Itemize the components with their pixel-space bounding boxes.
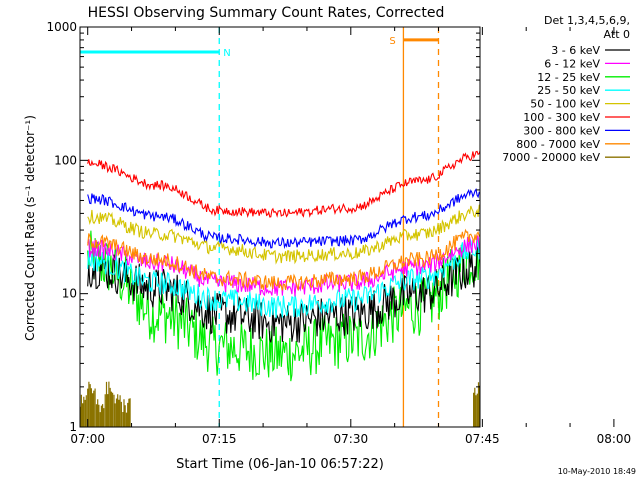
legend-label-12-25-kev: 12 - 25 keV <box>537 71 600 84</box>
saa-bar-label: S <box>389 36 395 47</box>
night-bar-label: N <box>223 48 230 59</box>
plot-area <box>80 27 480 427</box>
chart-title: HESSI Observing Summary Count Rates, Cor… <box>88 5 445 21</box>
plot-marks: NS <box>80 27 480 427</box>
y-tick-label: 1000 <box>46 20 77 34</box>
legend-label-800-7000-kev: 800 - 7000 keV <box>516 138 600 151</box>
x-tick-label: 07:00 <box>70 432 105 446</box>
x-axis-label: Start Time (06-Jan-10 06:57:22) <box>176 457 384 472</box>
legend-label-50-100-kev: 50 - 100 keV <box>530 98 600 111</box>
x-tick-label: 07:15 <box>202 432 237 446</box>
x-tick-label: 07:45 <box>465 432 500 446</box>
legend-label-100-300-kev: 100 - 300 keV <box>523 111 600 124</box>
plot-frame <box>79 26 481 428</box>
x-tick-label: 08:00 <box>597 432 632 446</box>
y-tick-label: 1 <box>69 420 77 434</box>
series-line-50-100-kev <box>87 204 480 265</box>
series-line-100-300-kev <box>87 148 480 218</box>
series-line-7000-20000-kev <box>80 381 480 427</box>
legend-label-7000-20000-kev: 7000 - 20000 keV <box>502 151 600 164</box>
legend-header-line-1: Det 1,3,4,5,6,9, <box>544 14 630 27</box>
legend-label-3-6-kev: 3 - 6 keV <box>551 44 600 57</box>
series-line-25-50-kev <box>87 236 480 319</box>
axis-ticks: 07:0007:1507:3007:4508:0008:1508:3011010… <box>46 20 632 446</box>
series-line-3-6-kev <box>87 246 480 343</box>
series-line-300-800-kev <box>87 187 480 250</box>
legend-header-line-2: Att 0 <box>604 28 630 41</box>
y-tick-label: 10 <box>62 287 77 301</box>
y-axis-label: Corrected Count Rate (s⁻¹ detector⁻¹) <box>23 115 37 341</box>
footer-timestamp: 10-May-2010 18:49 <box>558 467 636 476</box>
x-tick-label: 07:30 <box>334 432 369 446</box>
y-tick-label: 100 <box>54 153 77 167</box>
series-line-800-7000-kev <box>87 228 480 291</box>
legend-label-300-800-kev: 300 - 800 keV <box>523 124 600 137</box>
series-line-12-25-kev <box>87 230 480 382</box>
legend-label-6-12-kev: 6 - 12 keV <box>544 57 600 70</box>
legend-label-25-50-kev: 25 - 50 keV <box>537 84 600 97</box>
